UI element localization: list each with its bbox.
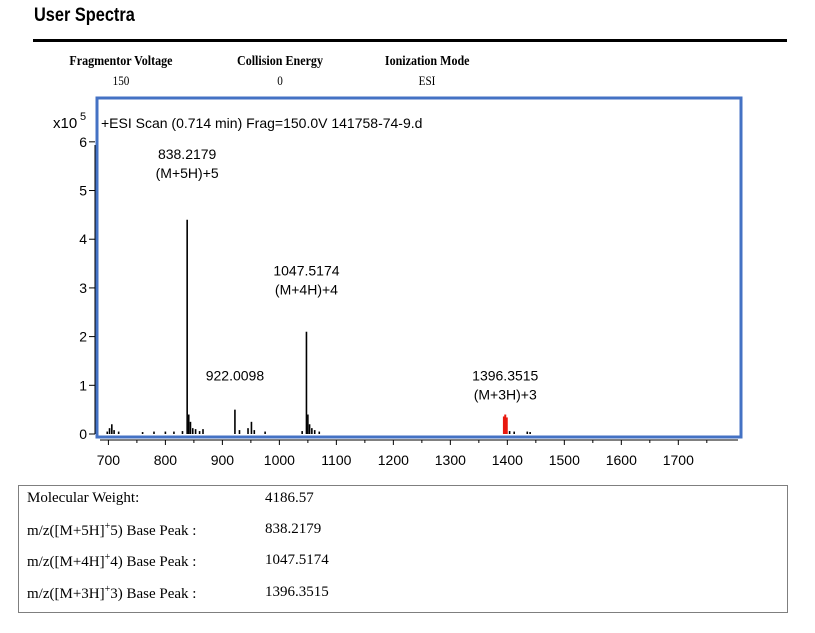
- label-sup: +: [104, 552, 111, 563]
- peaks: [106, 219, 531, 434]
- peak-annotation-label: 922.0098: [206, 367, 265, 383]
- summary-value: 4186.57: [265, 490, 314, 506]
- y-tick-label: 1: [79, 377, 87, 393]
- x-tick-label: 1200: [378, 452, 409, 468]
- y-tick-label: 3: [79, 280, 87, 296]
- summary-value: 1047.5174: [265, 552, 329, 568]
- y-tick-label: 0: [79, 426, 87, 442]
- x-tick-label: 1100: [321, 452, 351, 468]
- peak-annotation-label: (M+4H)+4: [275, 282, 338, 298]
- x-tick-label: 1600: [606, 452, 637, 468]
- y-exponent-value: 5: [80, 111, 86, 123]
- label-pre: m/z([M+4H]: [27, 554, 105, 570]
- peak-annotation-label: (M+5H)+5: [156, 165, 219, 181]
- peak-annotations: 838.2179 (M+5H)+5 922.0098 1047.5174 (M+4H)+…: [156, 146, 539, 403]
- y-tick-label: 4: [79, 231, 87, 247]
- label-post: 5) Base Peak :: [110, 523, 197, 539]
- scan-label: +ESI Scan (0.714 min) Frag=150.0V 141758…: [101, 115, 422, 131]
- page-title: User Spectra: [34, 5, 135, 26]
- y-tick-label: 5: [79, 183, 87, 199]
- peak-annotation-label: 1396.3515: [472, 367, 538, 383]
- label-sup: +: [104, 584, 111, 595]
- summary-value: 1396.3515: [265, 584, 329, 600]
- summary-table: Molecular Weight: 4186.57 m/z([M+5H]+5) …: [18, 485, 788, 613]
- x-tick-label: 1700: [663, 452, 694, 468]
- title-rule: [33, 39, 787, 42]
- summary-label: m/z([M+5H]+5) Base Peak :: [27, 521, 196, 540]
- peak-annotation-label: (M+3H)+3: [474, 386, 537, 402]
- label-sup: +: [104, 521, 111, 532]
- x-tick-label: 800: [154, 452, 178, 468]
- summary-row-m3h: m/z([M+3H]+3) Base Peak : 1396.3515: [19, 584, 787, 604]
- axes: 0 1 2 3 4 5 6 700 800 900 1000 1100 1200 1300 1400 1500…: [79, 134, 738, 468]
- x-tick-label: 1500: [549, 452, 580, 468]
- peak-annotation-label: 838.2179: [158, 146, 217, 162]
- summary-label: Molecular Weight:: [27, 490, 140, 506]
- param-value: 150: [112, 73, 130, 88]
- param-name: Fragmentor Voltage: [69, 54, 173, 69]
- label-post: 4) Base Peak :: [110, 554, 197, 570]
- label-post: 3) Base Peak :: [110, 586, 197, 602]
- summary-row-m5h: m/z([M+5H]+5) Base Peak : 838.2179: [19, 521, 787, 541]
- x-tick-label: 900: [211, 452, 235, 468]
- x-tick-label: 1300: [435, 452, 466, 468]
- param-value: ESI: [418, 73, 436, 88]
- label-pre: m/z([M+5H]: [27, 523, 105, 539]
- mass-spectrum-chart: x10 5 +ESI Scan (0.714 min) Frag=150.0V …: [53, 96, 743, 468]
- summary-value: 838.2179: [265, 521, 322, 537]
- summary-label: m/z([M+3H]+3) Base Peak :: [27, 584, 196, 603]
- x-tick-label: 1000: [264, 452, 295, 468]
- peak-annotation-label: 1047.5174: [273, 263, 339, 279]
- param-collision-energy: Collision Energy 0: [225, 52, 335, 89]
- summary-label: m/z([M+4H]+4) Base Peak :: [27, 552, 196, 571]
- plot-frame: [95, 96, 743, 439]
- y-tick-label: 2: [79, 329, 87, 345]
- y-tick-label: 6: [79, 134, 87, 150]
- summary-row-m4h: m/z([M+4H]+4) Base Peak : 1047.5174: [19, 552, 787, 572]
- summary-row-molecular-weight: Molecular Weight: 4186.57: [19, 490, 787, 510]
- param-ionization-mode: Ionization Mode ESI: [372, 52, 482, 89]
- x-tick-label: 1400: [492, 452, 523, 468]
- label-pre: m/z([M+3H]: [27, 586, 105, 602]
- param-name: Collision Energy: [237, 54, 323, 69]
- param-name: Ionization Mode: [384, 54, 470, 69]
- param-value: 0: [277, 73, 283, 88]
- param-fragmentor-voltage: Fragmentor Voltage 150: [58, 52, 184, 89]
- x-tick-label: 700: [97, 452, 121, 468]
- y-exponent-label: x10: [53, 115, 77, 132]
